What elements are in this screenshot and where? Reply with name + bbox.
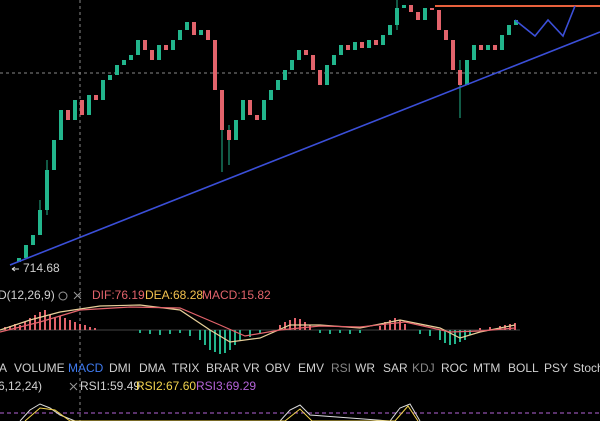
rsi1-line <box>19 403 421 421</box>
trend-line <box>9 31 600 266</box>
tab[interactable]: BOLL <box>508 361 539 375</box>
tab-active[interactable]: MACD <box>68 361 104 375</box>
tab[interactable]: WR <box>355 361 375 375</box>
tab[interactable]: DMI <box>109 361 131 375</box>
macd-histogram-negative <box>139 330 471 354</box>
projection-line <box>514 5 576 38</box>
tab[interactable]: DMA <box>139 361 166 375</box>
tab[interactable]: VR <box>243 361 260 375</box>
tab[interactable]: RSI <box>331 361 351 375</box>
tab[interactable]: MTM <box>473 361 500 375</box>
up-candles <box>17 5 518 262</box>
tab[interactable]: EMV <box>298 361 324 375</box>
macd-panel: D(12,26,9) DIF:76.19 DEA:68.28 MACD:15.8… <box>0 288 520 354</box>
tab[interactable]: KDJ <box>412 361 435 375</box>
close-icon[interactable] <box>73 291 82 300</box>
tab[interactable]: PSY <box>544 361 568 375</box>
low-arrow <box>11 266 19 272</box>
dif-label: DIF:76.19 <box>92 288 145 302</box>
indicator-tabs: A VOLUME MACD DMI DMA TRIX BRAR VR OBV E… <box>0 361 600 375</box>
settings-icon[interactable] <box>58 291 68 301</box>
tab[interactable]: SAR <box>383 361 408 375</box>
tab[interactable]: Stoch <box>573 361 600 375</box>
rsi2-label: RSI2:67.60 <box>136 379 196 393</box>
dea-label: DEA:68.28 <box>145 288 203 302</box>
tab[interactable]: ROC <box>441 361 468 375</box>
rsi3-label: RSI3:69.29 <box>196 379 256 393</box>
dea-line <box>0 306 516 337</box>
tab[interactable]: A <box>0 361 7 375</box>
close-icon[interactable] <box>69 382 78 391</box>
rsi-panel: 6,12,24) RSI1:59.49 RSI2:67.60 RSI3:69.2… <box>0 379 600 421</box>
low-price-label: 714.68 <box>23 261 60 275</box>
tab[interactable]: TRIX <box>172 361 199 375</box>
rsi1-label: RSI1:59.49 <box>80 379 140 393</box>
rsi2-line <box>24 405 419 421</box>
macd-title: D(12,26,9) <box>0 288 55 302</box>
down-candles <box>66 5 497 140</box>
tab[interactable]: BRAR <box>206 361 240 375</box>
tab[interactable]: VOLUME <box>14 361 65 375</box>
tab[interactable]: OBV <box>265 361 290 375</box>
macd-value-label: MACD:15.82 <box>202 288 271 302</box>
rsi-title: 6,12,24) <box>0 379 42 393</box>
